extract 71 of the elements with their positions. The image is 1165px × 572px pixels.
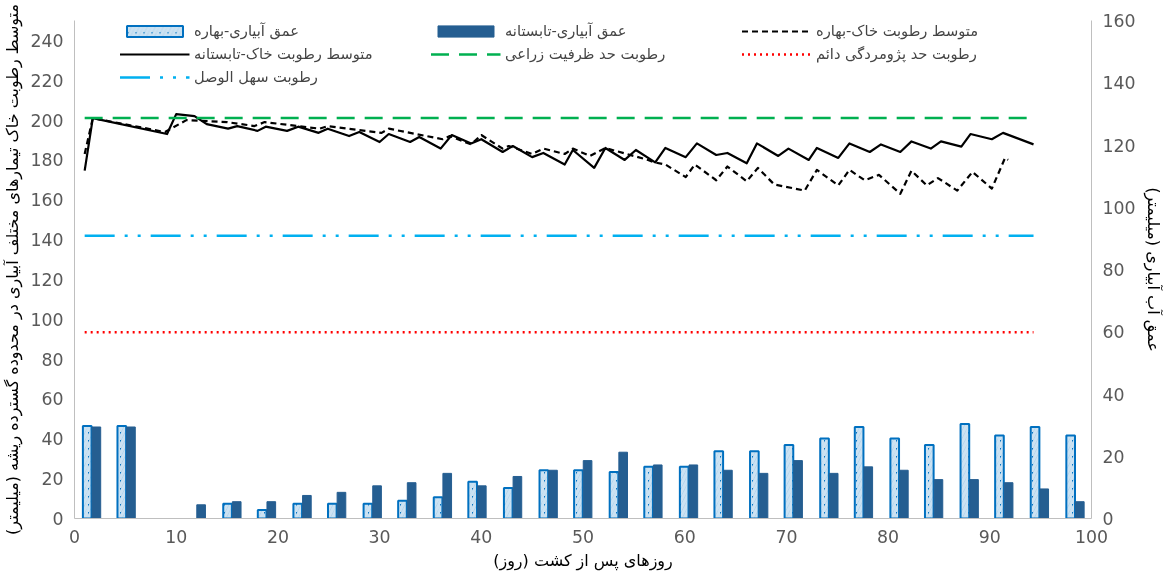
y-tick-label: 220	[30, 70, 64, 91]
bar	[828, 472, 839, 519]
bar	[302, 494, 312, 519]
y2-tick-label: 40	[1102, 384, 1125, 405]
y2-tick-label: 160	[1102, 11, 1136, 31]
y-tick-label: 40	[41, 429, 64, 450]
bar	[723, 469, 733, 519]
bar	[1074, 501, 1085, 519]
bar	[688, 464, 699, 519]
x-tick-label: 60	[673, 526, 696, 547]
x-tick-label: 80	[877, 526, 900, 547]
y-tick-label: 80	[41, 349, 64, 370]
bar	[899, 469, 909, 519]
legend-label: رطوبت سهل الوصل	[194, 68, 319, 85]
bar	[231, 501, 242, 519]
x-tick-label: 70	[775, 526, 798, 547]
legend-label: عمق آبیاری-بهاره	[194, 22, 301, 39]
bar	[933, 479, 944, 519]
y-axis-title: متوسط رطوبت خاک تیمارهای مختلف آبیاری در محدوده گسترده ریشه (میلیمتر)	[3, 4, 24, 535]
bar	[512, 475, 523, 519]
bar	[652, 464, 663, 519]
x-tick-label: 100	[1074, 526, 1109, 547]
legend-label: رطوبت حد پژومردگی دائم	[816, 45, 978, 62]
y-tick-label: 200	[30, 110, 64, 131]
bar	[582, 460, 593, 519]
bar	[1003, 482, 1014, 519]
bar	[442, 472, 453, 519]
y-tick-label: 180	[30, 150, 64, 171]
y2-tick-label: 80	[1102, 260, 1125, 280]
x-tick-label: 20	[266, 526, 289, 547]
bar	[548, 469, 558, 519]
x-tick-label: 30	[368, 526, 391, 547]
bar	[793, 460, 803, 519]
bar	[336, 491, 347, 519]
x-tick-label: 10	[165, 526, 188, 547]
y-tick-label: 20	[41, 469, 64, 490]
y-tick-label: 140	[30, 230, 64, 251]
x-tick-label: 90	[978, 526, 1001, 547]
legend-label: عمق آبیاری-تابستانه	[505, 22, 628, 39]
y-tick-label: 240	[30, 30, 64, 51]
y2-tick-label: 60	[1102, 322, 1125, 343]
y2-axis-title: عمق آب آبیاری (میلیمتر)	[1142, 187, 1163, 352]
bar	[476, 485, 487, 519]
y-tick-label: 100	[30, 309, 64, 330]
bar	[1039, 488, 1050, 519]
x-tick-label: 40	[470, 526, 493, 547]
y-tick-label: 60	[41, 389, 64, 410]
bar	[969, 479, 979, 519]
bar	[126, 426, 136, 519]
y2-tick-label: 120	[1102, 135, 1136, 156]
y-tick-label: 160	[30, 190, 64, 211]
bar	[266, 501, 277, 519]
bar	[863, 466, 874, 519]
legend-label: متوسط رطوبت خاک-تابستانه	[194, 45, 374, 62]
y2-tick-label: 0	[1102, 509, 1114, 529]
x-axis-title: روزهای پس از کشت (روز)	[493, 550, 673, 571]
legend-label: متوسط رطوبت خاک-بهاره	[816, 22, 980, 39]
y2-tick-label: 100	[1102, 197, 1136, 218]
x-tick-label: 50	[571, 526, 595, 547]
y2-tick-label: 140	[1102, 73, 1136, 94]
bar	[196, 504, 206, 519]
bar	[618, 451, 628, 519]
y-tick-label: 120	[30, 269, 64, 290]
y2-tick-label: 20	[1102, 446, 1125, 467]
bar	[372, 485, 382, 519]
y-tick-label: 0	[52, 509, 64, 529]
x-tick-label: 0	[68, 526, 81, 547]
bar	[758, 472, 769, 519]
bar	[91, 426, 102, 519]
legend-label: رطوبت حد ظرفیت زراعی	[505, 45, 667, 62]
bar	[406, 482, 417, 519]
